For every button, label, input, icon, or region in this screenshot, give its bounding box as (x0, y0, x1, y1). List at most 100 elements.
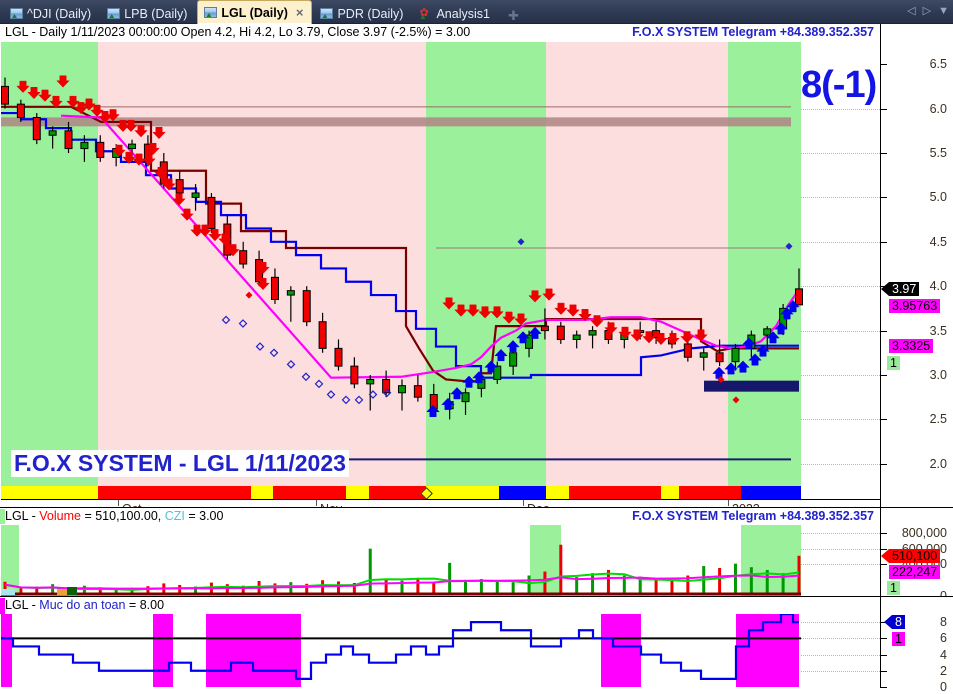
tab-dji-daily[interactable]: ^DJI (Daily) (4, 3, 99, 24)
price-axis-label: 4.5 (929, 234, 947, 249)
price-axis[interactable]: 6.5 6.0 5.5 5.0 4.5 4.0 3.5 3.0 2.5 2.0 3.97 3.9576… (880, 24, 953, 508)
ribbon-segment (741, 486, 801, 499)
price-axis-label: 6.5 (929, 57, 947, 72)
chart-icon (107, 8, 121, 19)
tab-label: Analysis1 (436, 6, 490, 21)
tab-bar: ^DJI (Daily) LPB (Daily) LGL (Daily) × PDR (… (0, 0, 953, 24)
gridline (801, 564, 880, 566)
tab-pdr-daily[interactable]: PDR (Daily) (314, 3, 411, 24)
safety-pane-title: LGL - Muc do an toan = 8.00 (5, 598, 164, 612)
chart-icon (320, 8, 334, 19)
czi-value: = 3.00 (184, 509, 224, 523)
price-pane-title-right: F.O.X SYSTEM Telegram +84.389.352.357 (632, 25, 874, 39)
tab-lgl-daily[interactable]: LGL (Daily) × (197, 0, 313, 24)
bearish-zone (546, 42, 728, 486)
axis-tick (881, 654, 887, 656)
safety-marker-blue: 8 (892, 615, 905, 630)
tab-label: LPB (Daily) (124, 6, 188, 21)
gridline (801, 622, 880, 624)
ribbon-segment (1, 486, 98, 499)
safety-axis-label: 6 (940, 631, 947, 646)
price-plot-area[interactable]: F.O.X SYSTEM - LGL 1/11/2023 8(-1) (1, 42, 880, 486)
tab-lpb-daily[interactable]: LPB (Daily) (101, 3, 195, 24)
tab-menu-icon[interactable]: ▼ (938, 4, 949, 17)
price-marker-black: 3.97 (889, 281, 920, 296)
volume-pointer-icon (881, 548, 889, 563)
gridline (801, 654, 880, 656)
tab-next-icon[interactable]: ▷ (922, 5, 932, 17)
ribbon-segment (546, 486, 569, 499)
axis-tick (881, 241, 887, 243)
safety-left-marker (0, 598, 5, 614)
tab-navigation: ◁ ▷ ▼ (907, 4, 949, 18)
tab-label: ^DJI (Daily) (27, 6, 92, 21)
bullish-zone (426, 42, 546, 486)
gridline (801, 286, 880, 288)
ribbon-segment (426, 486, 499, 499)
axis-tick (881, 375, 887, 376)
safety-symbol: LGL - (5, 598, 40, 612)
safety-plot-area[interactable] (1, 614, 880, 687)
ribbon-segment (499, 486, 546, 499)
axis-tick (881, 108, 887, 110)
trend-ribbon (1, 486, 880, 500)
price-axis-label: 5.5 (929, 146, 947, 160)
price-axis-label: 5.0 (929, 190, 947, 205)
price-marker-magenta: 3.95763 (889, 298, 941, 313)
safety-axis-label: 2 (940, 663, 947, 678)
tab-prev-icon[interactable]: ◁ (907, 5, 916, 17)
safety-axis-label: 8 (940, 615, 947, 630)
price-pointer-icon (881, 281, 889, 296)
ribbon-segment (251, 486, 273, 499)
date-axis-tick (118, 500, 119, 506)
gridline (801, 197, 880, 199)
tab-label: LGL (Daily) (221, 5, 288, 20)
safety-alert-band (601, 614, 641, 687)
gridline (801, 108, 880, 110)
safety-alert-band (206, 614, 301, 687)
safety-chart-svg (1, 614, 801, 680)
tab-list: ^DJI (Daily) LPB (Daily) LGL (Daily) × PDR (… (0, 0, 953, 24)
price-axis-label: 2.0 (929, 456, 947, 471)
axis-tick (881, 330, 887, 332)
axis-tick (881, 419, 887, 421)
tab-label: PDR (Daily) (337, 6, 404, 21)
safety-value: = 8.00 (125, 598, 165, 612)
gridline (801, 153, 880, 154)
axis-tick (881, 564, 887, 566)
signal-count-overlay: 8(-1) (801, 64, 877, 106)
volume-value: = 510,100.00, (80, 509, 165, 523)
volume-marker-magenta: 222,247 (889, 564, 941, 579)
safety-axis-label: 0 (940, 680, 947, 694)
safety-indicator-label: Muc do an toan (39, 598, 126, 612)
add-tab-icon[interactable]: ✚ (507, 8, 519, 23)
close-icon[interactable]: × (295, 5, 304, 20)
price-marker-green: 1 (887, 355, 900, 370)
gridline (801, 548, 880, 550)
tab-analysis1[interactable]: ✿ Analysis1 (413, 3, 498, 24)
gridline (801, 532, 880, 534)
safety-alert-band (736, 614, 799, 687)
gridline (801, 463, 880, 465)
volume-pane: LGL - Volume = 510,100.00, CZI = 3.00 F.… (0, 507, 953, 603)
volume-plot-area[interactable] (1, 525, 880, 596)
price-pane: LGL - Daily 1/11/2023 00:00:00 Open 4.2,… (0, 24, 953, 521)
ribbon-segment (679, 486, 741, 499)
axis-tick (881, 670, 887, 672)
gridline (801, 670, 880, 672)
gridline (801, 638, 880, 640)
axis-tick (881, 463, 887, 465)
volume-left-marker (0, 509, 5, 524)
volume-symbol: LGL - (5, 509, 40, 523)
safety-alert-band (1, 614, 12, 687)
price-axis-label: 2.5 (929, 412, 947, 427)
price-axis-label: 4.0 (929, 279, 947, 294)
axis-tick (881, 197, 887, 199)
volume-label: Volume (39, 509, 81, 523)
price-marker-magenta: 3.3325 (889, 338, 934, 353)
volume-pane-title-right: F.O.X SYSTEM Telegram +84.389.352.357 (632, 509, 874, 523)
volume-marker-red: 510,100 (889, 548, 941, 563)
